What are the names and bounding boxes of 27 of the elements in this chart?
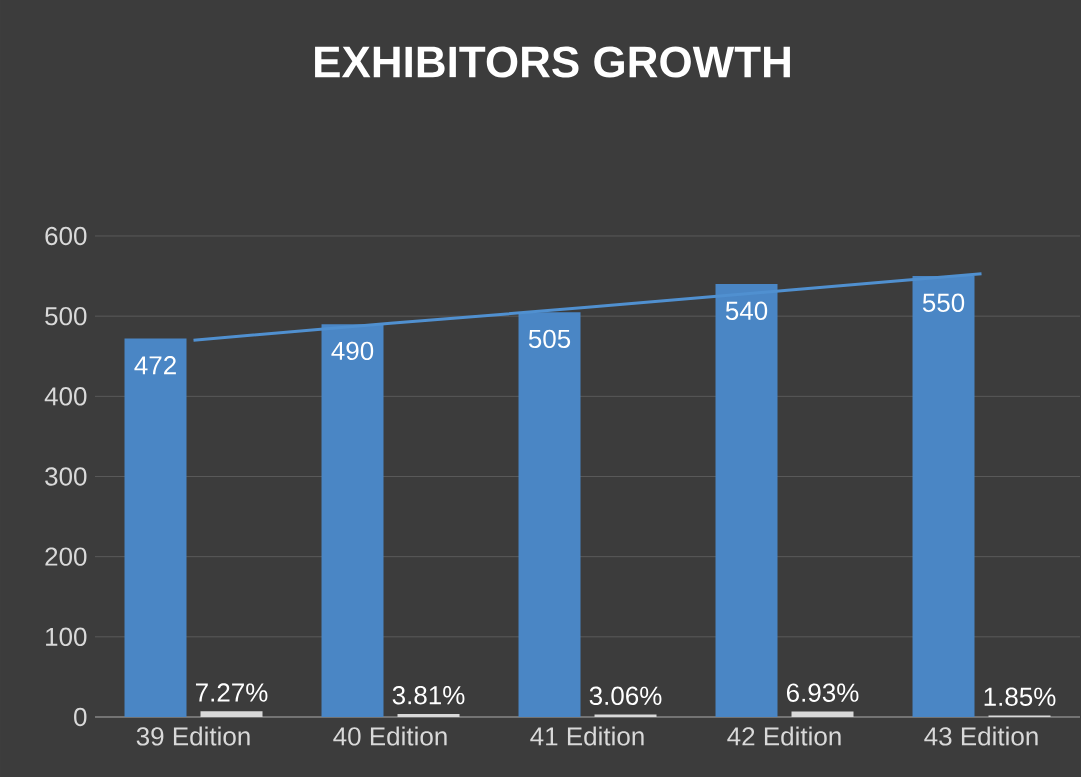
bar: [397, 713, 460, 717]
data-label: 7.27%: [195, 683, 268, 702]
y-tick-label: 200: [45, 547, 87, 566]
data-label: 472: [134, 356, 176, 375]
data-label: 6.93%: [786, 683, 859, 702]
y-tick-label: 300: [45, 467, 87, 486]
x-tick-label: 41 Edition: [530, 726, 644, 746]
x-tick-label: 39 Edition: [136, 726, 250, 746]
bar: [200, 711, 263, 717]
x-tick-label: 43 Edition: [924, 726, 1038, 746]
data-label: 505: [528, 329, 571, 349]
y-tick-label: 600: [45, 226, 87, 246]
y-tick-label: 400: [44, 387, 87, 406]
y-tick-label: 100: [46, 627, 87, 647]
y-tick-label: 500: [45, 306, 87, 326]
bar: [124, 338, 187, 717]
data-label: 550: [922, 293, 965, 312]
data-label: 3.06%: [589, 686, 662, 706]
data-label: 1.85%: [984, 687, 1056, 706]
x-tick-label: 42 Edition: [727, 726, 841, 746]
chart-title: EXHIBITORS GROWTH: [315, 46, 790, 78]
x-tick-label: 40 Edition: [333, 726, 447, 746]
data-label: 3.81%: [392, 686, 465, 705]
data-label: 490: [331, 341, 374, 361]
bar: [791, 711, 854, 717]
data-label: 540: [725, 301, 768, 321]
y-tick-label: 0: [74, 707, 87, 727]
